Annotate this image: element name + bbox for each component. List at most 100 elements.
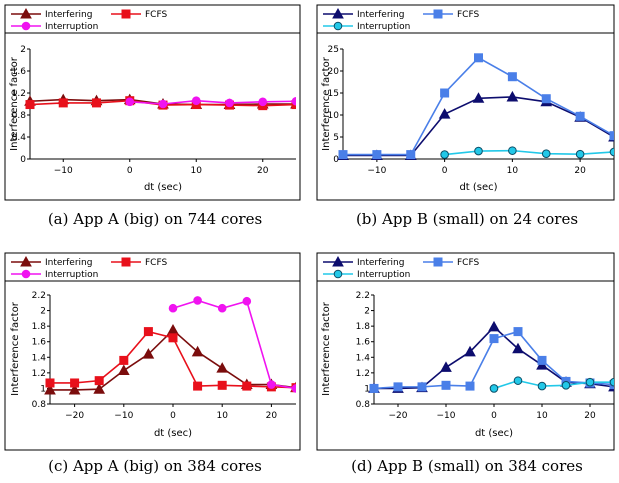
data-point-0 <box>506 90 519 102</box>
y-tick-label: 1 <box>40 384 46 394</box>
chart-panel-0: Interfering FCFS Interruption 0 0.4 0.8 1.2 1.6… <box>4 4 301 201</box>
data-point-1 <box>513 327 523 337</box>
data-point-1 <box>25 100 35 110</box>
y-tick-label: 1.6 <box>12 67 27 77</box>
y-tick-label: 1.4 <box>356 353 371 363</box>
data-point-1 <box>440 88 450 98</box>
legend-marker-1 <box>121 9 131 19</box>
legend-marker-0 <box>332 7 344 19</box>
data-point-1 <box>338 150 348 160</box>
x-tick-label: 0 <box>442 166 448 176</box>
x-tick-label: 0 <box>491 411 497 421</box>
data-point-2 <box>258 97 268 107</box>
data-point-1 <box>537 355 547 365</box>
panel-frame <box>316 4 615 201</box>
data-point-2 <box>474 146 483 156</box>
y-axis-label: Interference factor <box>10 301 21 396</box>
legend-label-2: Interruption <box>45 22 98 32</box>
series-line-0 <box>343 96 614 157</box>
y-tick-label: 1.2 <box>356 369 370 379</box>
data-point-1 <box>70 378 80 388</box>
x-tick-label: −10 <box>114 411 133 421</box>
legend-marker-2 <box>333 21 343 31</box>
legend-label-0: Interfering <box>357 10 404 20</box>
data-point-2 <box>125 97 135 107</box>
data-point-0 <box>488 320 500 332</box>
data-point-1 <box>217 380 227 390</box>
y-axis-label: Interference factor <box>9 56 20 151</box>
legend-label-1: FCFS <box>145 258 167 268</box>
y-tick-label: 0 <box>333 155 339 165</box>
data-point-2 <box>537 381 547 391</box>
data-point-1 <box>94 376 104 386</box>
data-point-1 <box>465 381 475 391</box>
data-point-2 <box>508 146 517 155</box>
data-point-1 <box>58 98 68 108</box>
y-tick-label: 0.8 <box>12 111 27 121</box>
x-tick-label: −10 <box>437 411 456 421</box>
data-point-1 <box>609 131 614 141</box>
x-tick-label: 0 <box>170 411 176 421</box>
x-tick-label: −10 <box>367 166 386 176</box>
data-point-0 <box>464 345 476 357</box>
legend-box <box>4 4 301 34</box>
data-point-2 <box>609 377 614 387</box>
y-tick-label: 25 <box>328 45 339 55</box>
panel-frame <box>316 252 615 451</box>
y-tick-label: 0.8 <box>356 400 371 410</box>
data-area <box>337 53 614 160</box>
data-point-0 <box>167 324 179 335</box>
y-tick-label: 2.2 <box>356 291 370 301</box>
data-point-2 <box>191 96 201 105</box>
data-point-1 <box>119 355 129 365</box>
x-tick-label: 0 <box>127 166 133 176</box>
legend-box <box>316 4 615 34</box>
legend-box <box>4 252 301 282</box>
data-point-0 <box>44 383 56 395</box>
series-line-1 <box>343 56 614 156</box>
data-point-0 <box>93 383 106 394</box>
legend-marker-1 <box>433 9 443 19</box>
x-tick-label: 20 <box>574 166 586 176</box>
legend-marker-2 <box>333 269 343 279</box>
data-point-2 <box>193 296 202 305</box>
data-point-2 <box>513 376 523 385</box>
y-tick-label: 20 <box>328 67 340 77</box>
y-tick-label: 1.8 <box>32 322 47 332</box>
y-tick-label: 15 <box>328 89 339 99</box>
data-point-0 <box>68 383 81 395</box>
x-axis-label: dt (sec) <box>154 428 192 439</box>
data-point-1 <box>45 378 55 388</box>
caption-d: (d) App B (small) on 384 cores <box>351 457 583 475</box>
legend-label-0: Interfering <box>45 258 92 268</box>
legend-marker-0 <box>20 255 32 267</box>
data-point-2 <box>217 303 227 313</box>
y-tick-label: 0 <box>20 155 26 165</box>
data-point-1 <box>92 98 101 108</box>
legend-marker-2 <box>21 269 31 279</box>
data-point-2 <box>440 150 449 159</box>
data-point-2 <box>609 147 614 157</box>
data-point-0 <box>472 92 485 103</box>
legend-label-1: FCFS <box>457 258 479 268</box>
data-point-1 <box>242 381 252 391</box>
legend-box <box>316 252 615 282</box>
y-axis-label: Interference factor <box>321 301 332 396</box>
legend-marker-0 <box>20 7 32 19</box>
data-area <box>368 320 614 393</box>
data-point-2 <box>561 381 571 390</box>
data-point-2 <box>291 384 296 393</box>
series-line-2 <box>129 99 296 105</box>
y-tick-label: 1.2 <box>32 369 46 379</box>
data-point-1 <box>541 94 551 104</box>
data-point-2 <box>489 384 499 393</box>
x-tick-label: −20 <box>65 411 84 421</box>
legend-label-2: Interruption <box>45 270 98 280</box>
y-tick-label: 2 <box>40 307 46 317</box>
y-tick-label: 1.4 <box>32 353 47 363</box>
y-tick-label: 2 <box>20 45 26 55</box>
data-point-1 <box>474 53 483 63</box>
data-point-0 <box>216 362 229 373</box>
x-axis-label: dt (sec) <box>475 428 513 439</box>
data-point-2 <box>158 99 168 109</box>
